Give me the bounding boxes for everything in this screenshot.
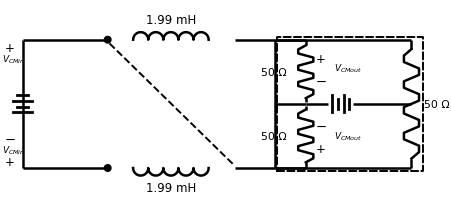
Circle shape: [104, 37, 111, 44]
Text: −: −: [315, 120, 327, 133]
Text: +: +: [316, 53, 326, 66]
Text: 1.99 mH: 1.99 mH: [146, 181, 196, 194]
Text: −: −: [5, 134, 16, 146]
Text: −: −: [315, 75, 327, 88]
Text: $V_{CMin}$: $V_{CMin}$: [2, 144, 25, 157]
Text: 50 Ω: 50 Ω: [424, 99, 449, 109]
Text: 50 Ω: 50 Ω: [261, 68, 287, 77]
Text: +: +: [5, 155, 14, 168]
Text: 50 Ω: 50 Ω: [261, 131, 287, 141]
Text: $V_{CMin}$: $V_{CMin}$: [2, 53, 25, 65]
Text: $V_{CMout}$: $V_{CMout}$: [334, 130, 363, 142]
Text: 1.99 mH: 1.99 mH: [146, 14, 196, 27]
Text: $V_{CMout}$: $V_{CMout}$: [334, 62, 363, 75]
Text: +: +: [316, 142, 326, 155]
Circle shape: [104, 165, 111, 172]
Text: +: +: [5, 42, 14, 54]
